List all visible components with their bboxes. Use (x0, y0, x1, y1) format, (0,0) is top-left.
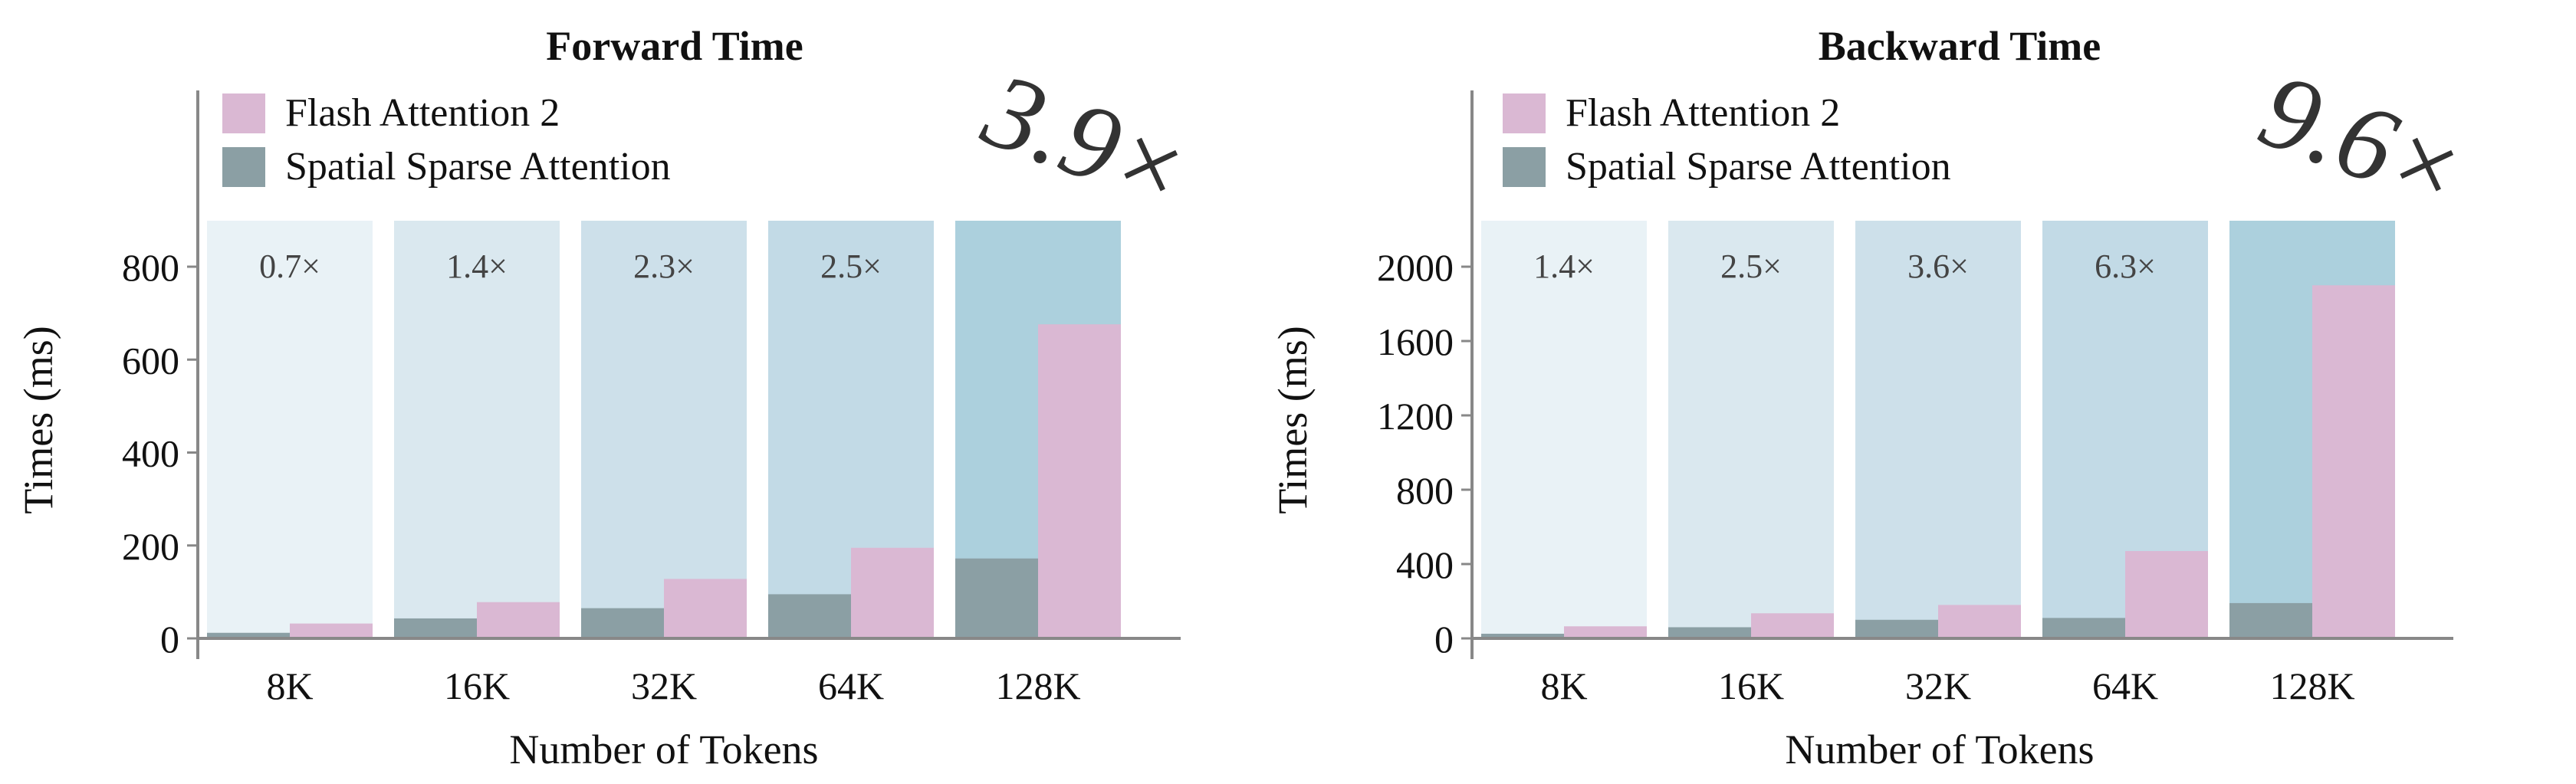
bar-flash-attention-2 (477, 602, 560, 638)
legend-swatch (222, 147, 265, 187)
speedup-label-large: 9.6× (2246, 50, 2480, 232)
y-tick-label: 200 (122, 525, 179, 568)
speedup-panel (581, 221, 747, 638)
chart-backward: Backward Time 1.4× 8K 2.5× 16K 3.6× 32K 6.3× 64K… (1270, 23, 2480, 773)
bar-spatial-sparse-attention (1481, 633, 1564, 638)
bar-spatial-sparse-attention (768, 594, 851, 638)
chart-title: Forward Time (546, 23, 803, 69)
y-tick-label: 0 (1434, 618, 1454, 661)
x-tick-label: 8K (266, 664, 313, 707)
chart-forward: Forward Time 0.7× 8K 1.4× 16K 2.3× 32K 2.5× 64K 1… (15, 23, 1204, 773)
x-tick-label: 64K (818, 664, 884, 707)
speedup-panel (1481, 221, 1647, 638)
x-tick-label: 16K (1718, 664, 1784, 707)
bar-spatial-sparse-attention (207, 632, 290, 638)
y-tick-label: 0 (160, 618, 179, 661)
legend-label: Flash Attention 2 (285, 91, 560, 135)
y-tick-label: 2000 (1377, 246, 1454, 289)
legend-swatch (222, 93, 265, 133)
chart-title: Backward Time (1819, 23, 2101, 69)
x-tick-label: 32K (1905, 664, 1971, 707)
legend-swatch (1503, 93, 1546, 133)
x-tick-label: 32K (631, 664, 697, 707)
x-axis-label: Number of Tokens (1785, 727, 2094, 773)
bar-flash-attention-2 (2312, 285, 2395, 638)
y-tick-label: 1200 (1377, 395, 1454, 438)
speedup-panel (207, 221, 373, 638)
bar-spatial-sparse-attention (1668, 627, 1751, 638)
speedup-label: 1.4× (446, 248, 508, 285)
x-tick-label: 128K (2269, 664, 2354, 707)
x-tick-label: 128K (995, 664, 1080, 707)
legend-swatch (1503, 147, 1546, 187)
bar-flash-attention-2 (1751, 613, 1834, 638)
bar-spatial-sparse-attention (2042, 618, 2125, 638)
bar-flash-attention-2 (290, 623, 373, 638)
bar-flash-attention-2 (1038, 324, 1121, 638)
speedup-label: 2.5× (1720, 248, 1782, 285)
y-tick-label: 800 (1396, 469, 1454, 512)
speedup-label-large: 3.9× (969, 50, 1204, 232)
x-tick-label: 8K (1540, 664, 1587, 707)
speedup-label: 3.6× (1907, 248, 1969, 285)
speedup-label: 0.7× (259, 248, 320, 285)
y-tick-label: 1600 (1377, 320, 1454, 363)
bar-spatial-sparse-attention (394, 618, 477, 638)
bar-flash-attention-2 (1938, 605, 2021, 638)
bar-spatial-sparse-attention (1855, 619, 1938, 638)
speedup-label: 2.5× (820, 248, 882, 285)
bar-flash-attention-2 (2125, 551, 2208, 638)
y-axis-label: Times (ms) (15, 326, 61, 514)
y-tick-label: 800 (122, 246, 179, 289)
y-axis-label: Times (ms) (1270, 326, 1316, 514)
speedup-panel (394, 221, 560, 638)
y-tick-label: 600 (122, 339, 179, 382)
legend-label: Spatial Sparse Attention (285, 145, 671, 189)
bar-spatial-sparse-attention (955, 558, 1038, 638)
speedup-label: 2.3× (633, 248, 695, 285)
y-tick-label: 400 (122, 432, 179, 475)
legend-label: Spatial Sparse Attention (1566, 145, 1951, 189)
speedup-panel (1668, 221, 1834, 638)
x-tick-label: 16K (444, 664, 510, 707)
bar-spatial-sparse-attention (2229, 602, 2312, 638)
x-tick-label: 64K (2092, 664, 2158, 707)
x-axis-label: Number of Tokens (509, 727, 818, 773)
speedup-label: 6.3× (2095, 248, 2156, 285)
bar-flash-attention-2 (1564, 626, 1647, 638)
bar-spatial-sparse-attention (581, 608, 664, 638)
speedup-panel (1855, 221, 2021, 638)
y-tick-label: 400 (1396, 543, 1454, 586)
bar-flash-attention-2 (664, 579, 747, 638)
speedup-label: 1.4× (1533, 248, 1595, 285)
bar-flash-attention-2 (851, 547, 934, 638)
legend-label: Flash Attention 2 (1566, 91, 1840, 135)
